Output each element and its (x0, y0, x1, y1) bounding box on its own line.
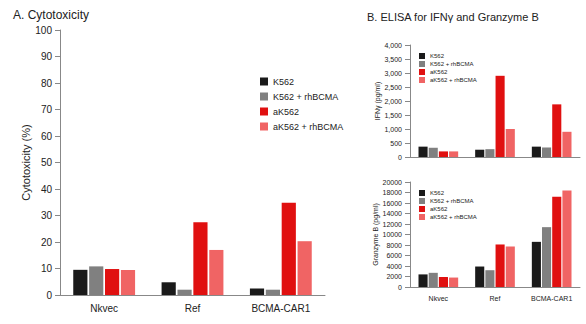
svg-text:A. Cytotoxicity: A. Cytotoxicity (13, 8, 89, 22)
svg-text:4,000: 4,000 (384, 42, 402, 49)
svg-text:Granzyme B (pg/ml): Granzyme B (pg/ml) (372, 203, 380, 266)
svg-text:Ref: Ref (490, 295, 501, 302)
svg-text:14000: 14000 (383, 210, 403, 217)
svg-text:Cytotoxicity (%): Cytotoxicity (%) (20, 124, 32, 200)
svg-text:K562: K562 (273, 77, 294, 87)
svg-text:IFNγ (pg/ml): IFNγ (pg/ml) (374, 82, 382, 121)
svg-text:2,500: 2,500 (384, 84, 402, 91)
svg-text:aK562 + rhBCMA: aK562 + rhBCMA (430, 214, 477, 220)
svg-text:4000: 4000 (386, 263, 402, 270)
svg-text:12000: 12000 (383, 221, 403, 228)
svg-text:0: 0 (398, 154, 402, 161)
svg-text:70: 70 (41, 104, 53, 115)
svg-text:aK562 + rhBCMA: aK562 + rhBCMA (430, 77, 477, 83)
svg-text:K562: K562 (430, 190, 445, 196)
svg-text:Nkvec: Nkvec (90, 303, 118, 314)
svg-text:B. ELISA for IFNγ and Granzyme: B. ELISA for IFNγ and Granzyme B (367, 11, 539, 23)
svg-text:80: 80 (41, 78, 53, 89)
svg-text:K562 + rhBCMA: K562 + rhBCMA (273, 92, 338, 102)
svg-text:20000: 20000 (383, 179, 403, 186)
svg-text:40: 40 (41, 184, 53, 195)
svg-text:500: 500 (390, 140, 402, 147)
svg-text:BCMA-CAR1: BCMA-CAR1 (251, 303, 310, 314)
svg-text:aK562 + rhBCMA: aK562 + rhBCMA (273, 122, 343, 132)
svg-text:K562 + rhBCMA: K562 + rhBCMA (430, 198, 474, 204)
svg-text:Ref: Ref (185, 303, 201, 314)
svg-text:3,000: 3,000 (384, 70, 402, 77)
svg-text:90: 90 (41, 51, 53, 62)
svg-text:20: 20 (41, 237, 53, 248)
svg-text:10: 10 (41, 263, 53, 274)
svg-text:1,500: 1,500 (384, 112, 402, 119)
svg-text:2,000: 2,000 (384, 98, 402, 105)
svg-text:0: 0 (46, 290, 52, 301)
svg-text:aK562: aK562 (430, 69, 448, 75)
svg-text:30: 30 (41, 210, 53, 221)
svg-text:50: 50 (41, 157, 53, 168)
svg-text:100: 100 (35, 25, 52, 36)
svg-text:K562: K562 (430, 53, 445, 59)
svg-text:1,000: 1,000 (384, 126, 402, 133)
svg-text:BCMA-CAR1: BCMA-CAR1 (531, 295, 572, 302)
svg-text:6000: 6000 (386, 252, 402, 259)
svg-text:10000: 10000 (383, 231, 403, 238)
svg-text:0: 0 (398, 284, 402, 291)
svg-text:aK562: aK562 (273, 107, 299, 117)
svg-text:8000: 8000 (386, 242, 402, 249)
svg-text:aK562: aK562 (430, 206, 448, 212)
svg-text:16000: 16000 (383, 200, 403, 207)
svg-text:Nkvec: Nkvec (429, 295, 449, 302)
svg-text:K562 + rhBCMA: K562 + rhBCMA (430, 61, 474, 67)
svg-text:18000: 18000 (383, 189, 403, 196)
svg-text:60: 60 (41, 131, 53, 142)
svg-text:2000: 2000 (386, 273, 402, 280)
svg-text:3,500: 3,500 (384, 56, 402, 63)
